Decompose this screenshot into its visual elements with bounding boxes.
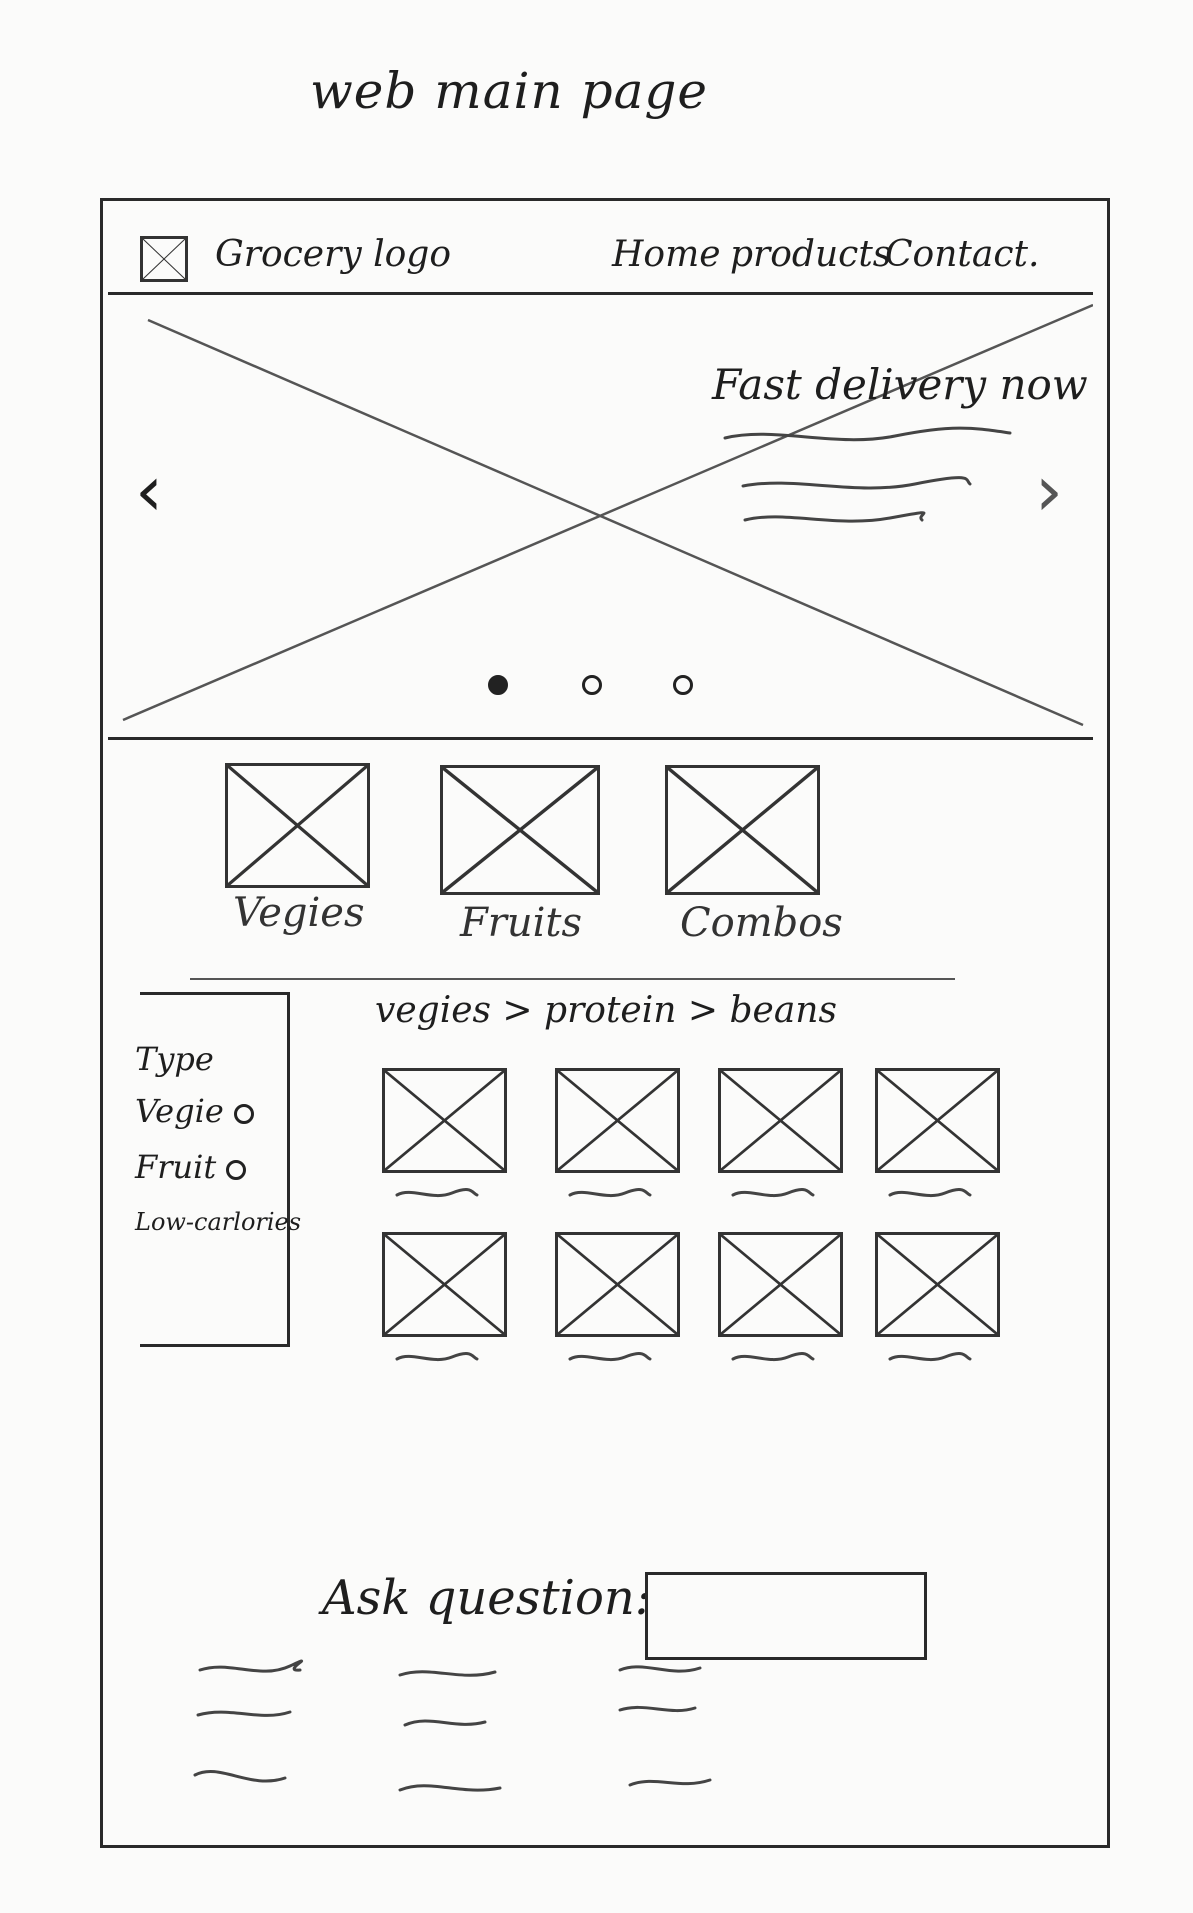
- product-name-line: [395, 1188, 479, 1198]
- logo-placeholder-icon[interactable]: [140, 236, 188, 282]
- nav-link-contact[interactable]: Contact.: [885, 234, 1040, 275]
- product-name-line: [888, 1188, 972, 1198]
- category-fruits-image[interactable]: [440, 765, 600, 895]
- product-card-image[interactable]: [382, 1068, 507, 1173]
- product-name-line: [568, 1352, 652, 1362]
- filter-option-low-calories[interactable]: Low-carlories: [135, 1208, 302, 1236]
- carousel-dot-1[interactable]: [488, 675, 508, 695]
- logo-text[interactable]: Grocery logo: [215, 234, 452, 275]
- product-card-image[interactable]: [875, 1068, 1000, 1173]
- product-name-line: [731, 1352, 815, 1362]
- product-name-line: [568, 1188, 652, 1198]
- category-label-vegies[interactable]: Vegies: [233, 890, 365, 936]
- hero-image-placeholder: [122, 303, 1093, 727]
- product-card-image[interactable]: [555, 1068, 680, 1173]
- carousel-dot-3[interactable]: [673, 675, 693, 695]
- category-label-fruits[interactable]: Fruits: [460, 900, 583, 946]
- page-title: web main page: [310, 62, 709, 120]
- category-combos-image[interactable]: [665, 765, 820, 895]
- ask-question-input[interactable]: [645, 1572, 927, 1660]
- product-card-image[interactable]: [875, 1232, 1000, 1337]
- product-card-image[interactable]: [718, 1232, 843, 1337]
- category-vegies-image[interactable]: [225, 763, 370, 888]
- carousel-dot-2[interactable]: [582, 675, 602, 695]
- filter-option-label: Fruit: [135, 1148, 217, 1186]
- product-name-line: [395, 1352, 479, 1362]
- footer-link-lines: [193, 1659, 712, 1792]
- page-frame: [100, 198, 1110, 1848]
- filter-option-fruit[interactable]: Fruit: [135, 1148, 247, 1186]
- ask-question-label: Ask question:: [322, 1570, 651, 1626]
- hero-heading: Fast delivery now: [712, 360, 1088, 409]
- filter-sidebar: [140, 992, 290, 1347]
- hero-carousel[interactable]: [108, 300, 1093, 740]
- category-label-combos[interactable]: Combos: [680, 900, 843, 946]
- product-name-line: [731, 1188, 815, 1198]
- filter-option-label: Vegie: [135, 1092, 224, 1130]
- filter-option-vegie[interactable]: Vegie: [135, 1092, 254, 1130]
- product-card-image[interactable]: [718, 1068, 843, 1173]
- hero-text-lines: [723, 426, 1012, 523]
- filter-title: Type: [135, 1040, 214, 1078]
- section-divider: [190, 978, 955, 980]
- nav-link-home[interactable]: Home: [612, 234, 721, 275]
- carousel-prev-arrow-icon[interactable]: ‹: [135, 450, 163, 532]
- carousel-next-arrow-icon[interactable]: ›: [1035, 450, 1063, 532]
- product-card-image[interactable]: [555, 1232, 680, 1337]
- radio-icon[interactable]: [233, 1103, 254, 1124]
- navbar: [108, 215, 1093, 295]
- product-name-line: [888, 1352, 972, 1362]
- breadcrumb[interactable]: vegies > protein > beans: [375, 990, 837, 1031]
- nav-link-products[interactable]: products: [730, 234, 892, 275]
- product-card-image[interactable]: [382, 1232, 507, 1337]
- radio-icon[interactable]: [226, 1159, 247, 1180]
